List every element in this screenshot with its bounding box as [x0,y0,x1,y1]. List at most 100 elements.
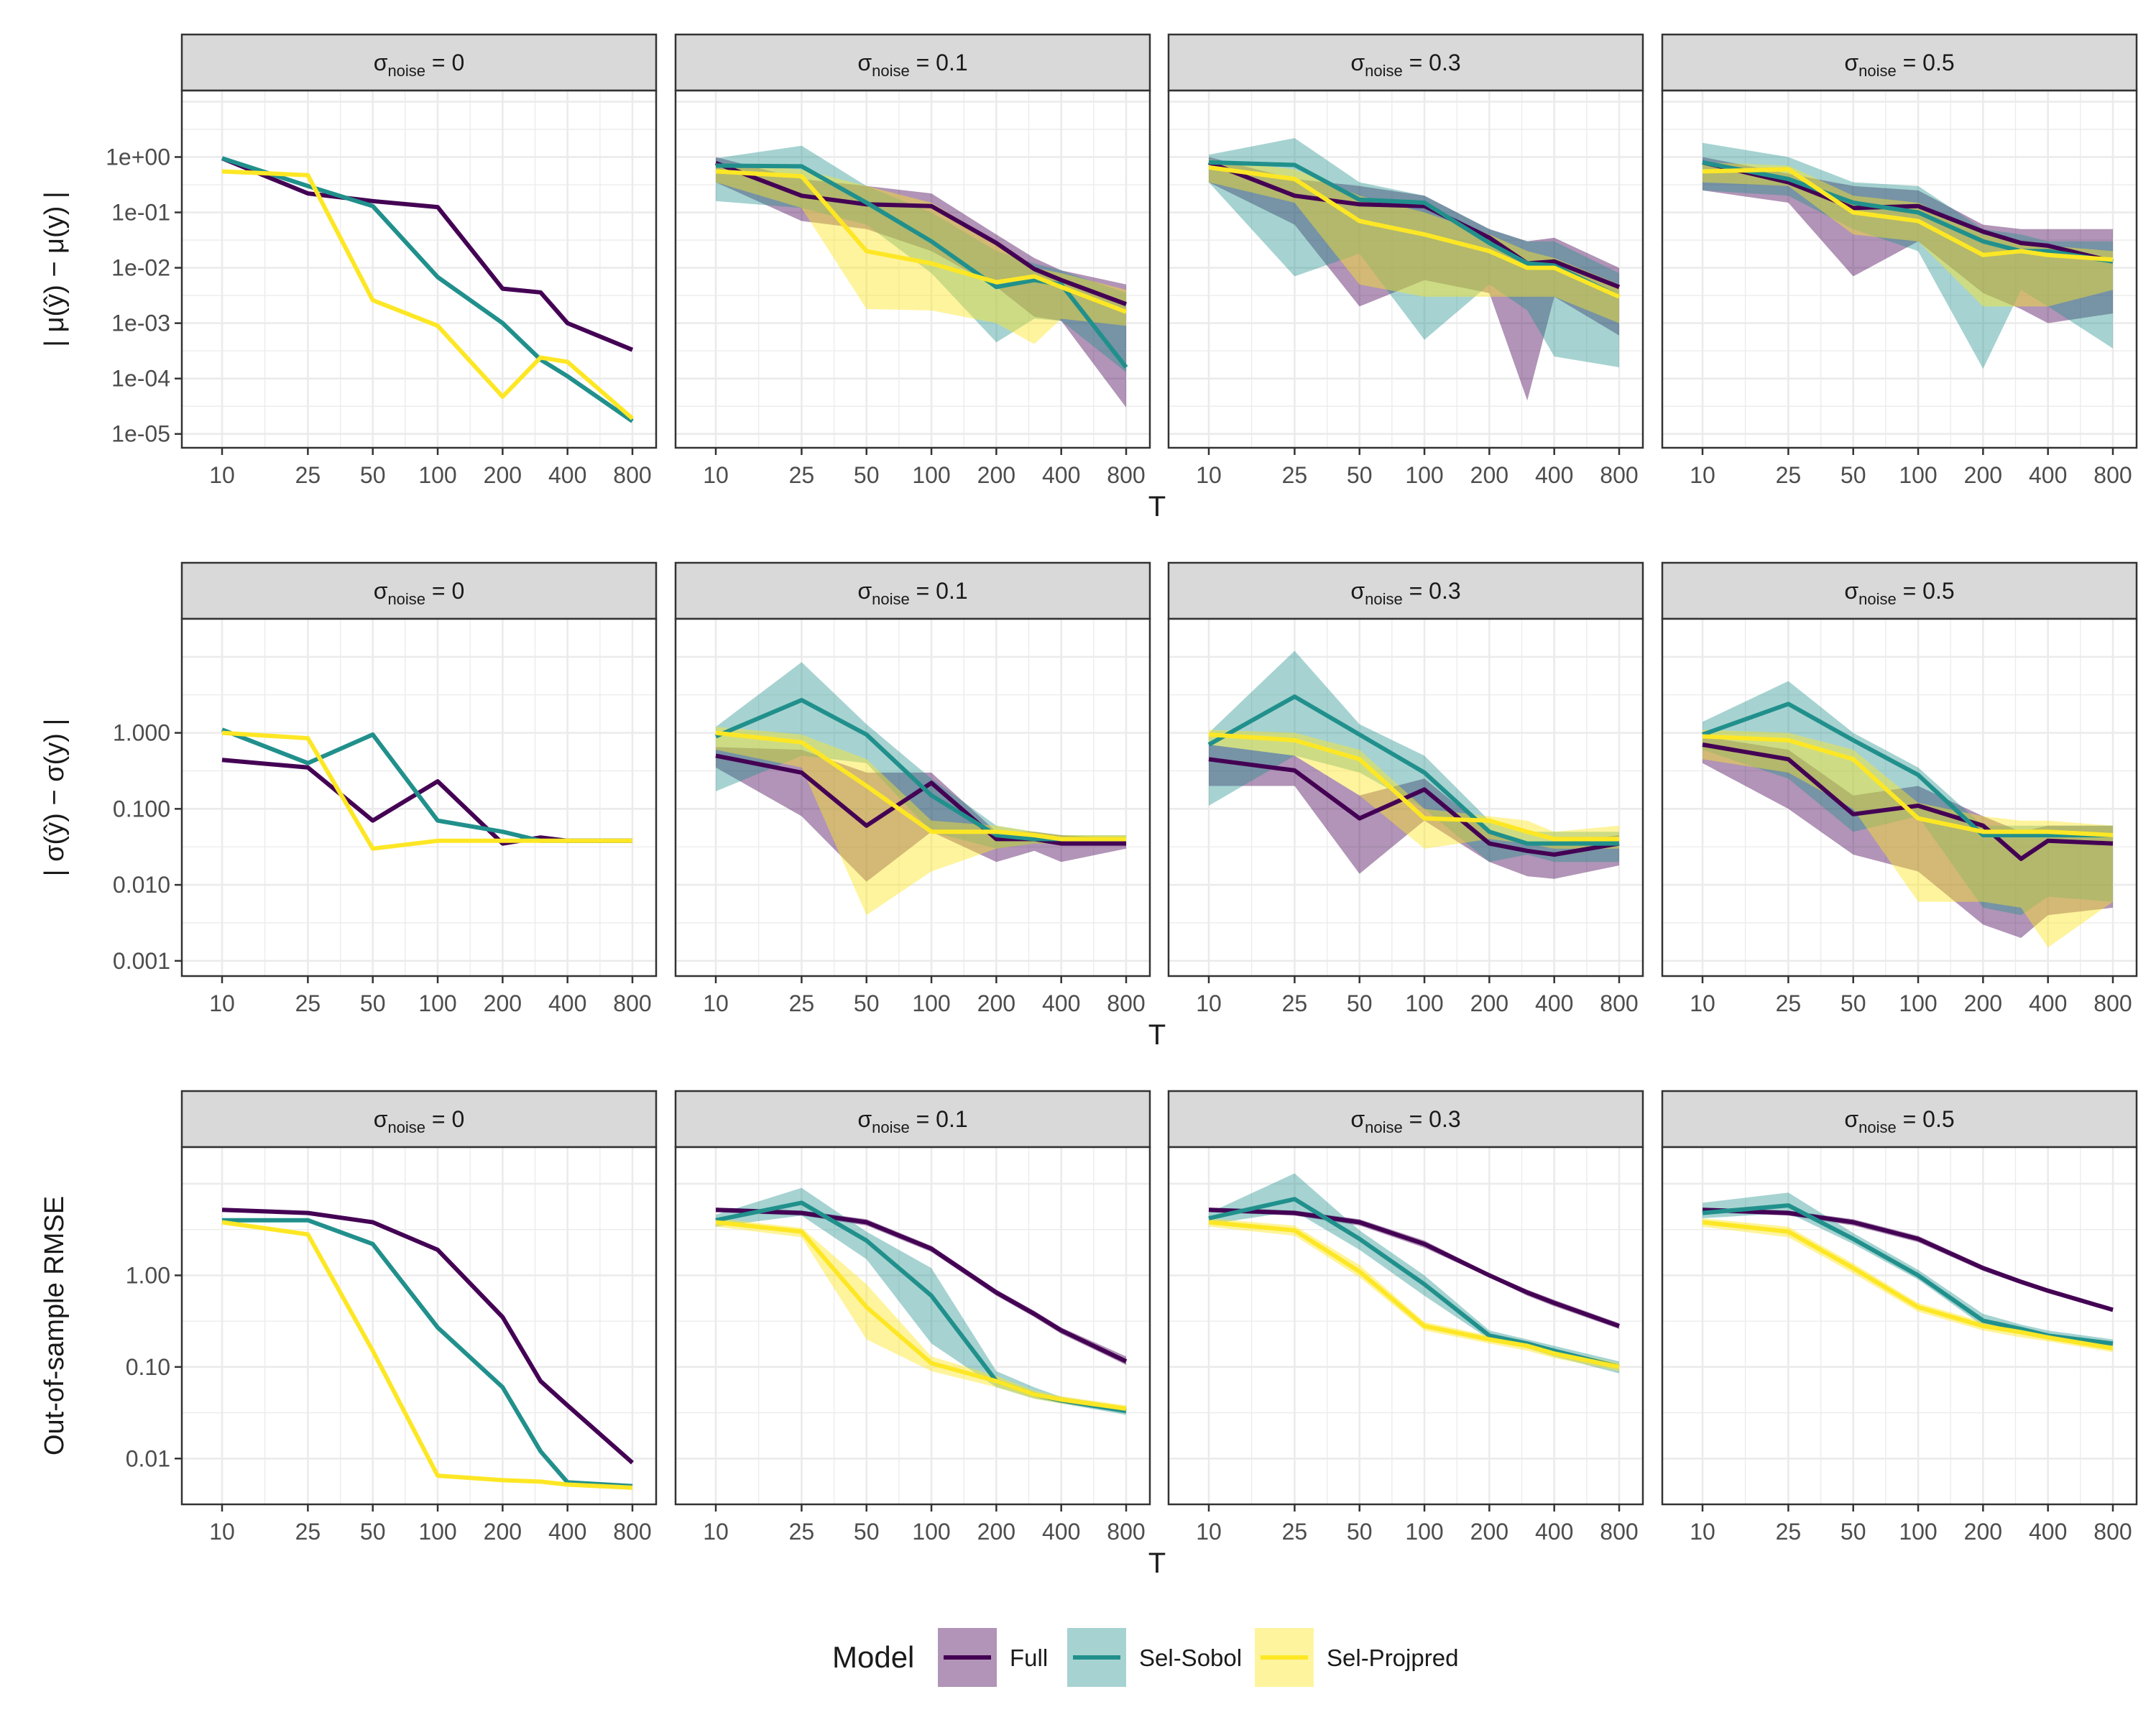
facet-strip [1661,33,2138,92]
facet-panel: σnoise = 0 10 25 50 100 200 400 800 1e+00 1e-01 1e… [106,33,658,488]
x-tick-label: 200 [977,1519,1015,1545]
ribbon-layer [1703,142,2113,369]
series-line-full [1208,1208,1621,1328]
x-tick-label: 100 [1405,462,1443,488]
x-tick-label: 400 [1042,1519,1080,1545]
y-axis-label: Out-of-sample RMSE [40,1196,70,1455]
ribbon-sel-projpred [1209,730,1619,849]
plot-area [676,91,1150,448]
x-tick-label: 200 [1964,1519,2002,1545]
y-tick-label: 1.000 [113,720,170,746]
x-axis-label: T [1148,491,1166,523]
legend-label: Full [1010,1644,1048,1671]
series-line-full [714,160,1128,307]
x-tick-label: 25 [789,462,815,488]
series-lines [221,727,632,851]
x-tick-label: 800 [2093,990,2132,1016]
x-tick-label: 100 [418,990,456,1016]
series-line-full [1702,1208,2114,1312]
x-tick-label: 400 [1535,462,1573,488]
y-tick-label: 1e-01 [111,200,170,226]
x-tick-label: 200 [977,990,1015,1016]
series-lines [1702,1203,2114,1351]
ribbon-sel-sobol [1209,650,1619,862]
plot-area [1662,91,2137,448]
x-tick-label: 100 [912,990,950,1016]
x-tick-label: 10 [1196,990,1222,1016]
x-tick-label: 25 [295,1519,321,1545]
y-axis-label: | μ(ŷ) − μ(y) | [40,191,70,347]
x-tick-label: 50 [360,990,386,1016]
y-tick-label: 0.01 [126,1445,170,1471]
facet-strip-label: σnoise = 0.5 [1844,1106,1954,1136]
y-tick-label: 1e-03 [111,310,170,336]
y-tick-label: 1e-02 [111,255,170,281]
x-tick-label: 25 [1282,462,1308,488]
legend-title: Model [832,1640,914,1674]
x-tick-label: 25 [1282,990,1308,1016]
x-tick-label: 800 [613,1519,651,1545]
x-tick-label: 200 [484,990,522,1016]
panel-border [674,1146,1151,1506]
y-tick-label: 1e+00 [106,144,170,170]
ribbon-full [716,157,1126,408]
x-tick-label: 25 [789,990,815,1016]
series-line-sel-sobol [222,1218,633,1489]
gridlines [1169,91,1643,448]
facet-strip-label: σnoise = 0 [374,578,465,608]
x-axis-label: T [1148,1547,1166,1579]
gridlines [1662,91,2137,448]
x-tick-label: 800 [2093,462,2132,488]
ribbon-sel-projpred [1209,160,1619,323]
panel-border [180,617,658,978]
series-line-sel-sobol [1208,1197,1620,1369]
x-tick-label: 200 [1470,990,1508,1016]
ribbon-sel-projpred [1703,162,2113,307]
x-tick-label: 100 [1405,990,1443,1016]
chart-row-2: | σ(ŷ) − σ(y) | σnoise = 0 10 25 50 100 200 400… [40,561,2138,1051]
plot-area [1662,619,2137,976]
x-tick-label: 400 [548,462,586,488]
panel-border [1167,617,1644,978]
facet-strip-label: σnoise = 0.3 [1350,1106,1460,1136]
x-tick-label: 100 [418,1519,456,1545]
gridlines [1662,1147,2137,1505]
x-tick-label: 200 [1964,462,2002,488]
series-line-full [221,1208,634,1465]
x-tick-label: 50 [1347,1519,1373,1545]
x-tick-label: 100 [418,462,456,488]
facet-strip-label: σnoise = 0.1 [857,50,967,80]
x-tick-label: 100 [1899,990,1937,1016]
series-line-full [1702,160,2114,264]
series-lines [1702,160,2114,264]
x-tick-label: 10 [703,462,729,488]
x-tick-label: 10 [209,1519,235,1545]
series-line-full [1208,757,1620,857]
ribbon-sel-sobol [716,145,1126,372]
series-line-sel-sobol [1701,702,2113,837]
facet-panel: σnoise = 0.5 10 25 50 100 200 400 800 [1661,33,2138,488]
ribbon-layer [1209,138,1619,401]
x-tick-label: 800 [1600,1519,1638,1545]
legend: Model Full Sel-Sobol Sel-Projpred [832,1628,1458,1687]
x-tick-label: 400 [1535,1519,1573,1545]
facet-strip-label: σnoise = 0.1 [857,578,967,608]
series-line-sel-projpred [1702,1220,2114,1351]
x-tick-label: 800 [613,462,651,488]
series-lines [1207,694,1620,857]
legend-label: Sel-Projpred [1327,1644,1458,1671]
x-tick-label: 50 [1841,990,1866,1016]
facet-panel: σnoise = 0.1 10 25 50 100 200 400 800 [674,1090,1151,1545]
panel-border [1661,89,2138,449]
gridlines [676,618,1150,976]
y-tick-label: 1e-04 [111,366,170,392]
x-tick-label: 10 [703,990,729,1016]
series-lines [1701,702,2114,861]
x-tick-label: 50 [854,462,880,488]
x-tick-label: 50 [1347,462,1373,488]
x-tick-label: 800 [1107,462,1145,488]
plot-area [676,1147,1150,1504]
facet-strip-label: σnoise = 0.1 [857,1106,967,1136]
ribbon-sel-sobol [1703,142,2113,369]
